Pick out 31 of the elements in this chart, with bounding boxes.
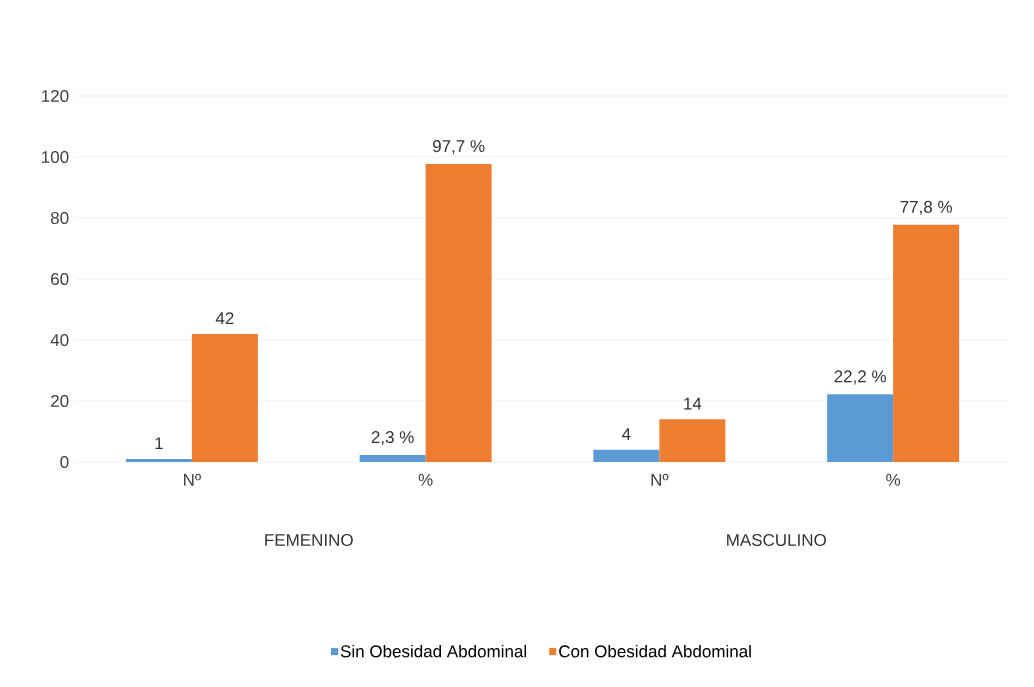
data-label: 97,7 %: [432, 140, 485, 155]
y-tick-label: 120: [42, 89, 69, 103]
y-tick-label: 20: [51, 394, 69, 408]
legend-label: Con Obesidad Abdominal: [559, 644, 751, 658]
bar: [659, 419, 726, 462]
data-label: 77,8 %: [900, 200, 952, 215]
x-tick-label: %: [886, 473, 901, 486]
bar: [893, 224, 960, 462]
bar: [359, 454, 426, 462]
x-tick-label: Nº: [184, 473, 201, 486]
data-label: 4: [622, 428, 631, 440]
bar: [425, 164, 492, 462]
data-label: 14: [684, 397, 702, 410]
data-label: 2,3 %: [371, 431, 414, 446]
x-tick-label: Nº: [651, 473, 669, 486]
y-tick-label: 80: [50, 211, 69, 225]
text: MASCULINO: [727, 533, 826, 547]
x-tick-label: %: [418, 473, 433, 486]
y-tick-label: 0: [60, 455, 69, 469]
text: FEMENINO: [265, 533, 353, 547]
y-tick-label: 100: [42, 150, 69, 164]
y-tick-label: 60: [51, 272, 69, 286]
data-label: 1: [155, 437, 163, 450]
bar: [125, 458, 192, 462]
data-label: 42: [215, 312, 234, 325]
bar: [827, 394, 894, 462]
bar: [191, 333, 258, 462]
legend-label: Sin Obesidad Abdominal: [340, 644, 527, 658]
y-tick-label: 40: [50, 333, 69, 347]
data-label: 22,2 %: [834, 370, 886, 385]
bar: [593, 449, 660, 462]
